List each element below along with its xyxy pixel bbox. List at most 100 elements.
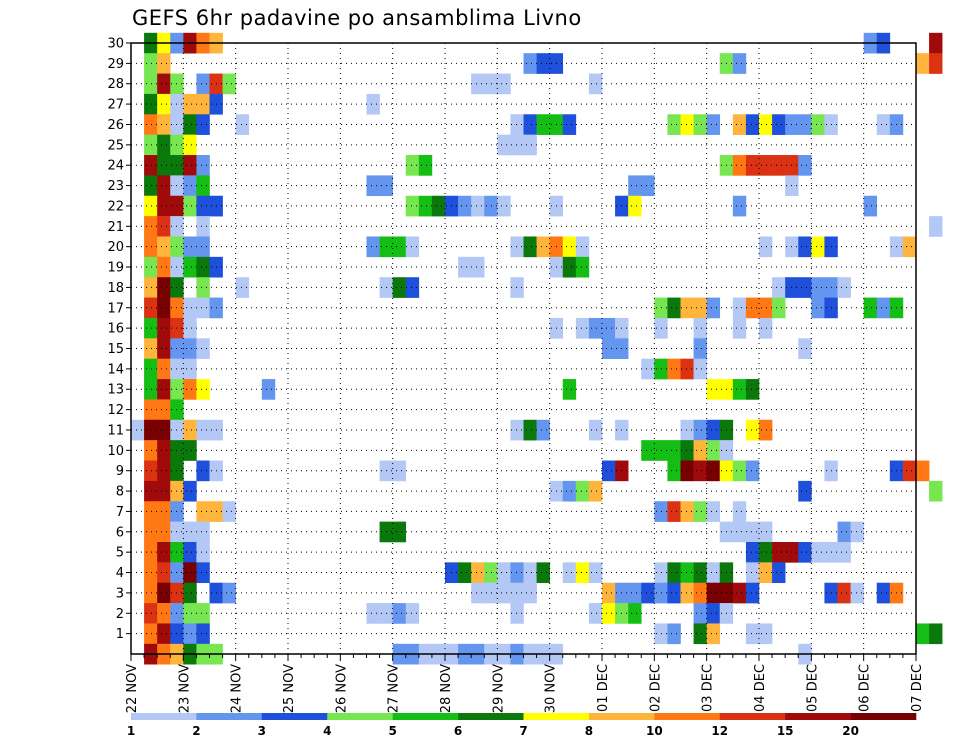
y-tick-label: 8 [116, 485, 124, 500]
precip-cell [497, 195, 511, 217]
precip-cell [183, 236, 197, 258]
precip-cell [144, 541, 158, 563]
precip-cell [471, 73, 485, 95]
precip-cell [144, 603, 158, 624]
colorbar-label: 1 [127, 724, 135, 738]
precip-cell [418, 195, 433, 217]
precip-cell [745, 582, 760, 604]
precip-cell [772, 541, 786, 563]
precip-cell [157, 603, 171, 624]
precip-cell [144, 256, 158, 278]
precip-cell [562, 114, 577, 135]
precip-cell [183, 93, 197, 115]
precip-cell [458, 562, 472, 584]
precip-cell [562, 562, 577, 584]
precip-cell [392, 521, 407, 543]
y-tick-label: 19 [107, 261, 124, 276]
colorbar-swatch [785, 713, 851, 720]
precip-cell [144, 623, 158, 645]
y-tick-label: 3 [116, 586, 124, 601]
precip-cell [196, 277, 210, 298]
precip-cell [157, 175, 171, 197]
precip-cell [196, 256, 210, 278]
precip-cell [929, 623, 943, 645]
precip-cell [759, 541, 773, 563]
precip-cell [144, 399, 158, 421]
precip-cell [680, 562, 694, 584]
precip-cell [706, 562, 721, 584]
x-tick-label: 05 DEC [805, 664, 820, 712]
precip-cell [144, 480, 158, 502]
y-tick-label: 1 [116, 627, 124, 642]
colorbar-label: 7 [519, 724, 527, 738]
precip-cell [693, 317, 707, 339]
colorbar-swatch [850, 713, 917, 720]
precip-cell [458, 256, 472, 278]
precip-cell [680, 501, 694, 522]
precip-cell [798, 114, 812, 135]
y-tick-label: 26 [107, 118, 124, 133]
precip-cell [366, 603, 380, 624]
precip-cell [510, 277, 524, 298]
precip-cell [144, 358, 158, 380]
x-tick-label: 25 NOV [282, 664, 297, 713]
precip-cell [471, 582, 485, 604]
precip-cell [732, 53, 747, 74]
precip-cell [837, 521, 851, 543]
precip-cell [196, 236, 210, 258]
precip-cell [706, 297, 721, 319]
precip-cell [144, 195, 158, 217]
y-tick-label: 28 [107, 77, 124, 92]
precip-cell [588, 562, 603, 584]
precip-cell [745, 623, 760, 645]
precip-cell [916, 53, 930, 74]
precip-cell [772, 155, 786, 176]
precip-cell [745, 379, 760, 400]
precip-cell [157, 195, 171, 217]
precip-cell [183, 338, 197, 359]
precip-cell [732, 317, 747, 339]
precip-cell [144, 460, 158, 482]
precip-cell [798, 541, 812, 563]
precip-cell [602, 603, 616, 624]
precip-cell [144, 317, 158, 339]
precip-cell [680, 582, 694, 604]
precip-cell [523, 582, 537, 604]
precip-cell [588, 480, 603, 502]
precip-cell [876, 114, 891, 135]
precip-cell [523, 114, 537, 135]
precip-cell [811, 541, 825, 563]
precip-cell [641, 582, 655, 604]
precip-cell [759, 236, 773, 258]
precip-cell [837, 541, 851, 563]
precip-cell [759, 114, 773, 135]
precip-cell [745, 297, 760, 319]
precip-cell [471, 256, 485, 278]
x-tick-label: 24 NOV [230, 664, 245, 713]
precip-cell [144, 338, 158, 359]
precip-cell [235, 114, 250, 135]
precip-cell [144, 521, 158, 543]
precip-cell [196, 175, 210, 197]
y-tick-label: 22 [107, 199, 124, 214]
precip-cell [745, 155, 760, 176]
precip-cell [706, 379, 721, 400]
precip-cell [706, 460, 721, 482]
precip-cell [680, 114, 694, 135]
precip-cell [667, 562, 681, 584]
precip-cell [510, 562, 524, 584]
colorbar-label: 12 [711, 724, 728, 738]
precip-cell [811, 277, 825, 298]
y-tick-label: 14 [107, 362, 124, 377]
precip-cell [405, 603, 420, 624]
precip-cell [144, 277, 158, 298]
precip-cell [196, 419, 210, 441]
precip-cell [772, 277, 786, 298]
precip-cell [759, 317, 773, 339]
precip-cell [916, 460, 930, 482]
precip-cell [536, 114, 550, 135]
precip-cell [196, 297, 210, 319]
y-tick-label: 29 [107, 57, 124, 72]
precip-cell [641, 358, 655, 380]
